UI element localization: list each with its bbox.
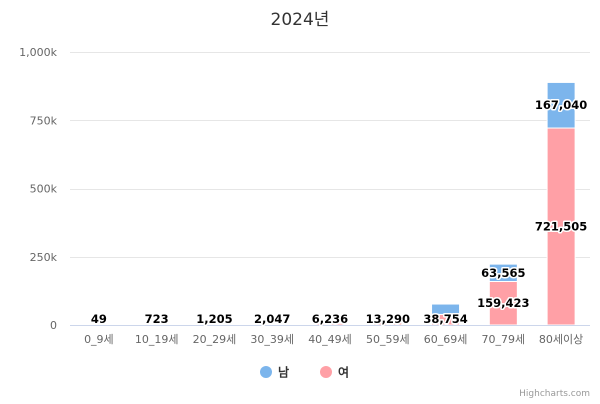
legend-item[interactable]: 남 — [260, 365, 289, 380]
data-label-female: 159,423 — [477, 296, 529, 310]
chart-title: 2024년 — [271, 10, 330, 30]
data-label-female: 721,505 — [535, 220, 587, 234]
data-label-female: 2,047 — [254, 312, 290, 326]
x-tick-label: 40_49세 — [308, 333, 352, 346]
legend-item[interactable]: 여 — [320, 365, 349, 380]
legend-label: 여 — [338, 365, 349, 380]
legend-label: 남 — [278, 365, 289, 380]
data-label-female: 13,290 — [366, 312, 410, 326]
legend-symbol — [260, 366, 272, 378]
y-tick-label: 500k — [30, 183, 58, 196]
x-tick-label: 70_79세 — [482, 333, 526, 346]
y-axis-ticks: 0 250k 500k 750k 1,000k — [19, 46, 57, 332]
y-tick-label: 250k — [30, 251, 58, 264]
y-tick-label: 750k — [30, 114, 58, 127]
data-label-male: 63,565 — [481, 266, 525, 280]
legend-symbol — [320, 366, 332, 378]
data-label-female: 38,754 — [423, 312, 467, 326]
x-tick-label: 30_39세 — [250, 333, 294, 346]
data-label-female: 49 — [91, 312, 107, 326]
credits-link[interactable]: Highcharts.com — [519, 389, 590, 399]
data-label-female: 6,236 — [312, 312, 348, 326]
bars — [85, 82, 575, 325]
x-tick-label: 50_59세 — [366, 333, 410, 346]
x-tick-label: 60_69세 — [424, 333, 468, 346]
y-tick-label: 1,000k — [19, 46, 57, 59]
x-tick-label: 80세이상 — [539, 333, 583, 346]
x-axis-ticks: 0_9세 10_19세 20_29세 30_39세 40_49세 50_59세 60_69세… — [70, 326, 590, 347]
x-tick-label: 20_29세 — [193, 333, 237, 346]
data-label-female: 723 — [145, 312, 169, 326]
x-tick-label: 0_9세 — [84, 333, 114, 346]
x-tick-label: 10_19세 — [135, 333, 179, 346]
data-label-female: 1,205 — [196, 312, 232, 326]
data-label-male: 167,040 — [535, 98, 587, 112]
y-tick-label: 0 — [50, 319, 57, 332]
